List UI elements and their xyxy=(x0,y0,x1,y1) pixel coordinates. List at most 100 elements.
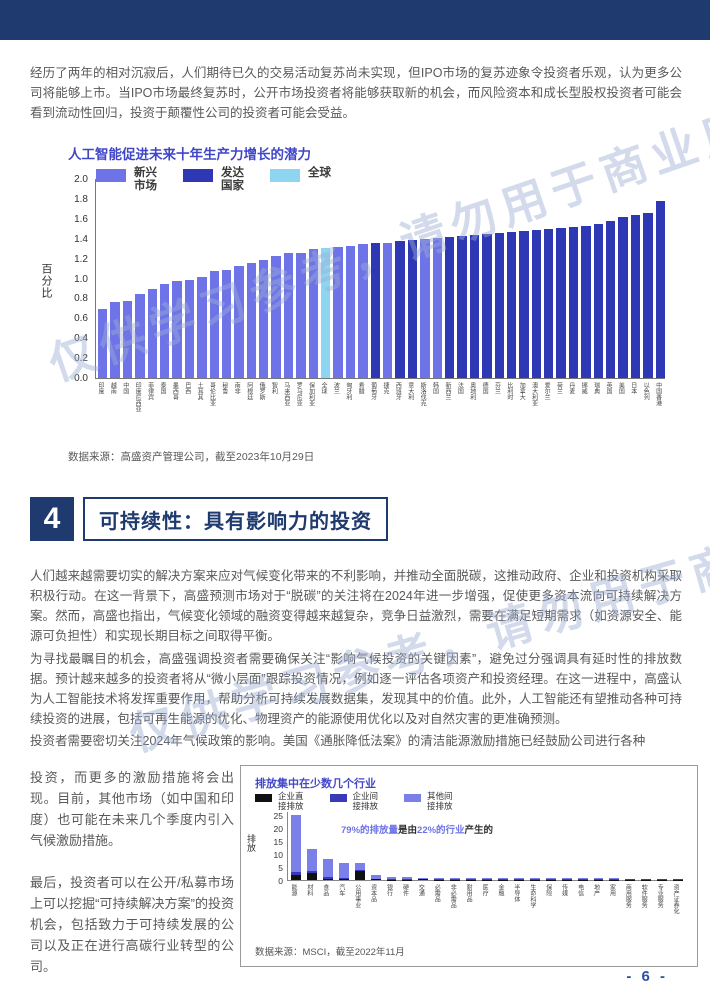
stacked-bar xyxy=(291,814,301,880)
bar-segment xyxy=(609,879,620,880)
bar-segment xyxy=(291,814,301,873)
legend-item: 发达 国家 xyxy=(183,167,244,193)
bar xyxy=(655,200,665,378)
y-tick-label: 20 xyxy=(273,823,283,834)
bar-segment xyxy=(577,879,588,880)
body-paragraph: 为寻找最瞩目的机会，高盛强调投资者需要确保关注“影响气候投资的关键因素”，避免过… xyxy=(30,652,682,726)
x-tick-label: 传媒 xyxy=(560,884,567,896)
stacked-bar xyxy=(609,878,620,880)
stacked-bar xyxy=(322,859,333,880)
bar xyxy=(395,240,405,378)
bar-segment xyxy=(593,878,604,879)
bar xyxy=(432,237,442,378)
bar-segment xyxy=(354,870,365,880)
bar-segment xyxy=(466,879,477,880)
bar-segment xyxy=(338,863,349,878)
bar-segment xyxy=(529,879,540,880)
x-tick-label: 韩国 xyxy=(431,382,438,394)
bar xyxy=(482,233,492,378)
y-tick-label: 15 xyxy=(273,836,283,847)
section-title: 可持续性：具有影响力的投资 xyxy=(83,497,388,541)
y-axis-label: 百分比 xyxy=(40,263,52,299)
x-tick-label: 新西兰 xyxy=(443,382,450,400)
bar-segment xyxy=(322,877,333,879)
bar xyxy=(382,242,393,378)
y-tick-label: 1.2 xyxy=(74,253,88,265)
x-tick-label: 西班牙 xyxy=(394,382,401,400)
bar xyxy=(494,232,504,378)
x-tick-label: 印度 xyxy=(97,382,103,394)
x-tick-label: 捷克 xyxy=(381,382,388,394)
x-tick-label: 电信 xyxy=(576,884,583,896)
legend-swatch-icon xyxy=(404,794,422,802)
bar-segment xyxy=(338,877,349,880)
x-tick-label: 智利 xyxy=(270,382,277,394)
y-tick-label: 1.6 xyxy=(74,213,88,225)
y-tick-label: 10 xyxy=(273,849,283,860)
x-tick-label: 泰国 xyxy=(158,382,165,394)
x-tick-label: 家用 xyxy=(608,884,615,896)
bar xyxy=(407,239,418,378)
bar xyxy=(308,248,319,378)
bar-segment xyxy=(482,877,492,879)
bar xyxy=(506,231,517,378)
x-tick-label: 墨西哥 xyxy=(171,382,178,400)
legend-label: 全球 xyxy=(308,167,331,179)
stacked-bar xyxy=(386,876,397,880)
bar xyxy=(469,234,480,378)
x-tick-label: 秘鲁 xyxy=(220,382,227,394)
x-tick-label: 越南 xyxy=(109,382,116,394)
y-tick-label: 0 xyxy=(278,876,283,886)
legend-swatch-icon xyxy=(255,794,272,802)
stacked-bar xyxy=(402,877,413,880)
section-header: 4 可持续性：具有影响力的投资 xyxy=(30,497,388,541)
bar-segment xyxy=(434,879,445,880)
left-column: 投资，而更多的激励措施将会出现。目前，其他市场（如中国和印度）也可能在未来几个季… xyxy=(30,767,234,998)
stacked-bar xyxy=(434,877,445,880)
bar-segment xyxy=(386,876,397,879)
body-paragraph: 投资者需要密切关注2024年气候政策的影响。美国《通胀降低法案》的清洁能源激励措… xyxy=(30,734,646,748)
bar-segment xyxy=(306,848,317,871)
legend-label: 其他间 接排放 xyxy=(427,791,453,811)
bar xyxy=(643,212,653,378)
bar xyxy=(259,259,269,378)
stacked-bar xyxy=(306,848,317,880)
bar xyxy=(197,276,207,378)
x-tick-label: 英国 xyxy=(605,382,612,394)
x-tick-label: 医疗 xyxy=(481,884,488,896)
stacked-bar xyxy=(641,878,652,880)
bar xyxy=(457,235,467,378)
bar-segment xyxy=(561,879,572,880)
x-tick-label: 中国香港 xyxy=(654,382,661,406)
left-column-paragraph: 最后，投资者可以在公开/私募市场上可以挖掘“可持续解决方案”的投资机会，包括致力… xyxy=(30,875,234,974)
bar-segment xyxy=(306,870,317,874)
bar xyxy=(246,262,257,378)
x-tick-label: 商用服务 xyxy=(624,884,631,908)
stacked-bar xyxy=(593,878,604,880)
x-tick-label: 芬兰 xyxy=(493,382,500,394)
bar-segment xyxy=(386,879,397,880)
legend-swatch-icon xyxy=(270,169,300,182)
x-tick-label: 中国 xyxy=(121,382,128,394)
x-tick-label: 俄罗斯 xyxy=(258,382,265,400)
bar xyxy=(122,301,133,378)
bar-segment xyxy=(354,869,365,871)
chart-source: 数据来源：MSCI，截至2022年11月 xyxy=(255,947,405,958)
x-tick-label: 食品 xyxy=(321,884,328,896)
x-tick-label: 全球 xyxy=(320,382,327,394)
x-tick-label: 耐用品 xyxy=(465,884,472,902)
bar-segment xyxy=(577,879,588,880)
x-tick-label: 金融 xyxy=(496,884,503,896)
ai-productivity-chart: 人工智能促进未来十年生产力增长的潜力 新兴 市场 发达 国家 全球 百分比 0.0 0… xyxy=(38,143,670,475)
bar-segment xyxy=(450,879,461,880)
x-tick-label: 能源 xyxy=(290,884,296,896)
bar-segment xyxy=(545,878,556,879)
x-tick-label: 土耳其 xyxy=(196,382,203,400)
page-header-band xyxy=(0,0,710,40)
x-tick-label: 保加利亚 xyxy=(307,382,314,406)
stacked-bar xyxy=(545,878,556,880)
bar-segment xyxy=(497,879,508,880)
bar-segment xyxy=(291,872,301,875)
annotation-segment: 是由 xyxy=(398,825,418,836)
bar xyxy=(556,227,566,378)
